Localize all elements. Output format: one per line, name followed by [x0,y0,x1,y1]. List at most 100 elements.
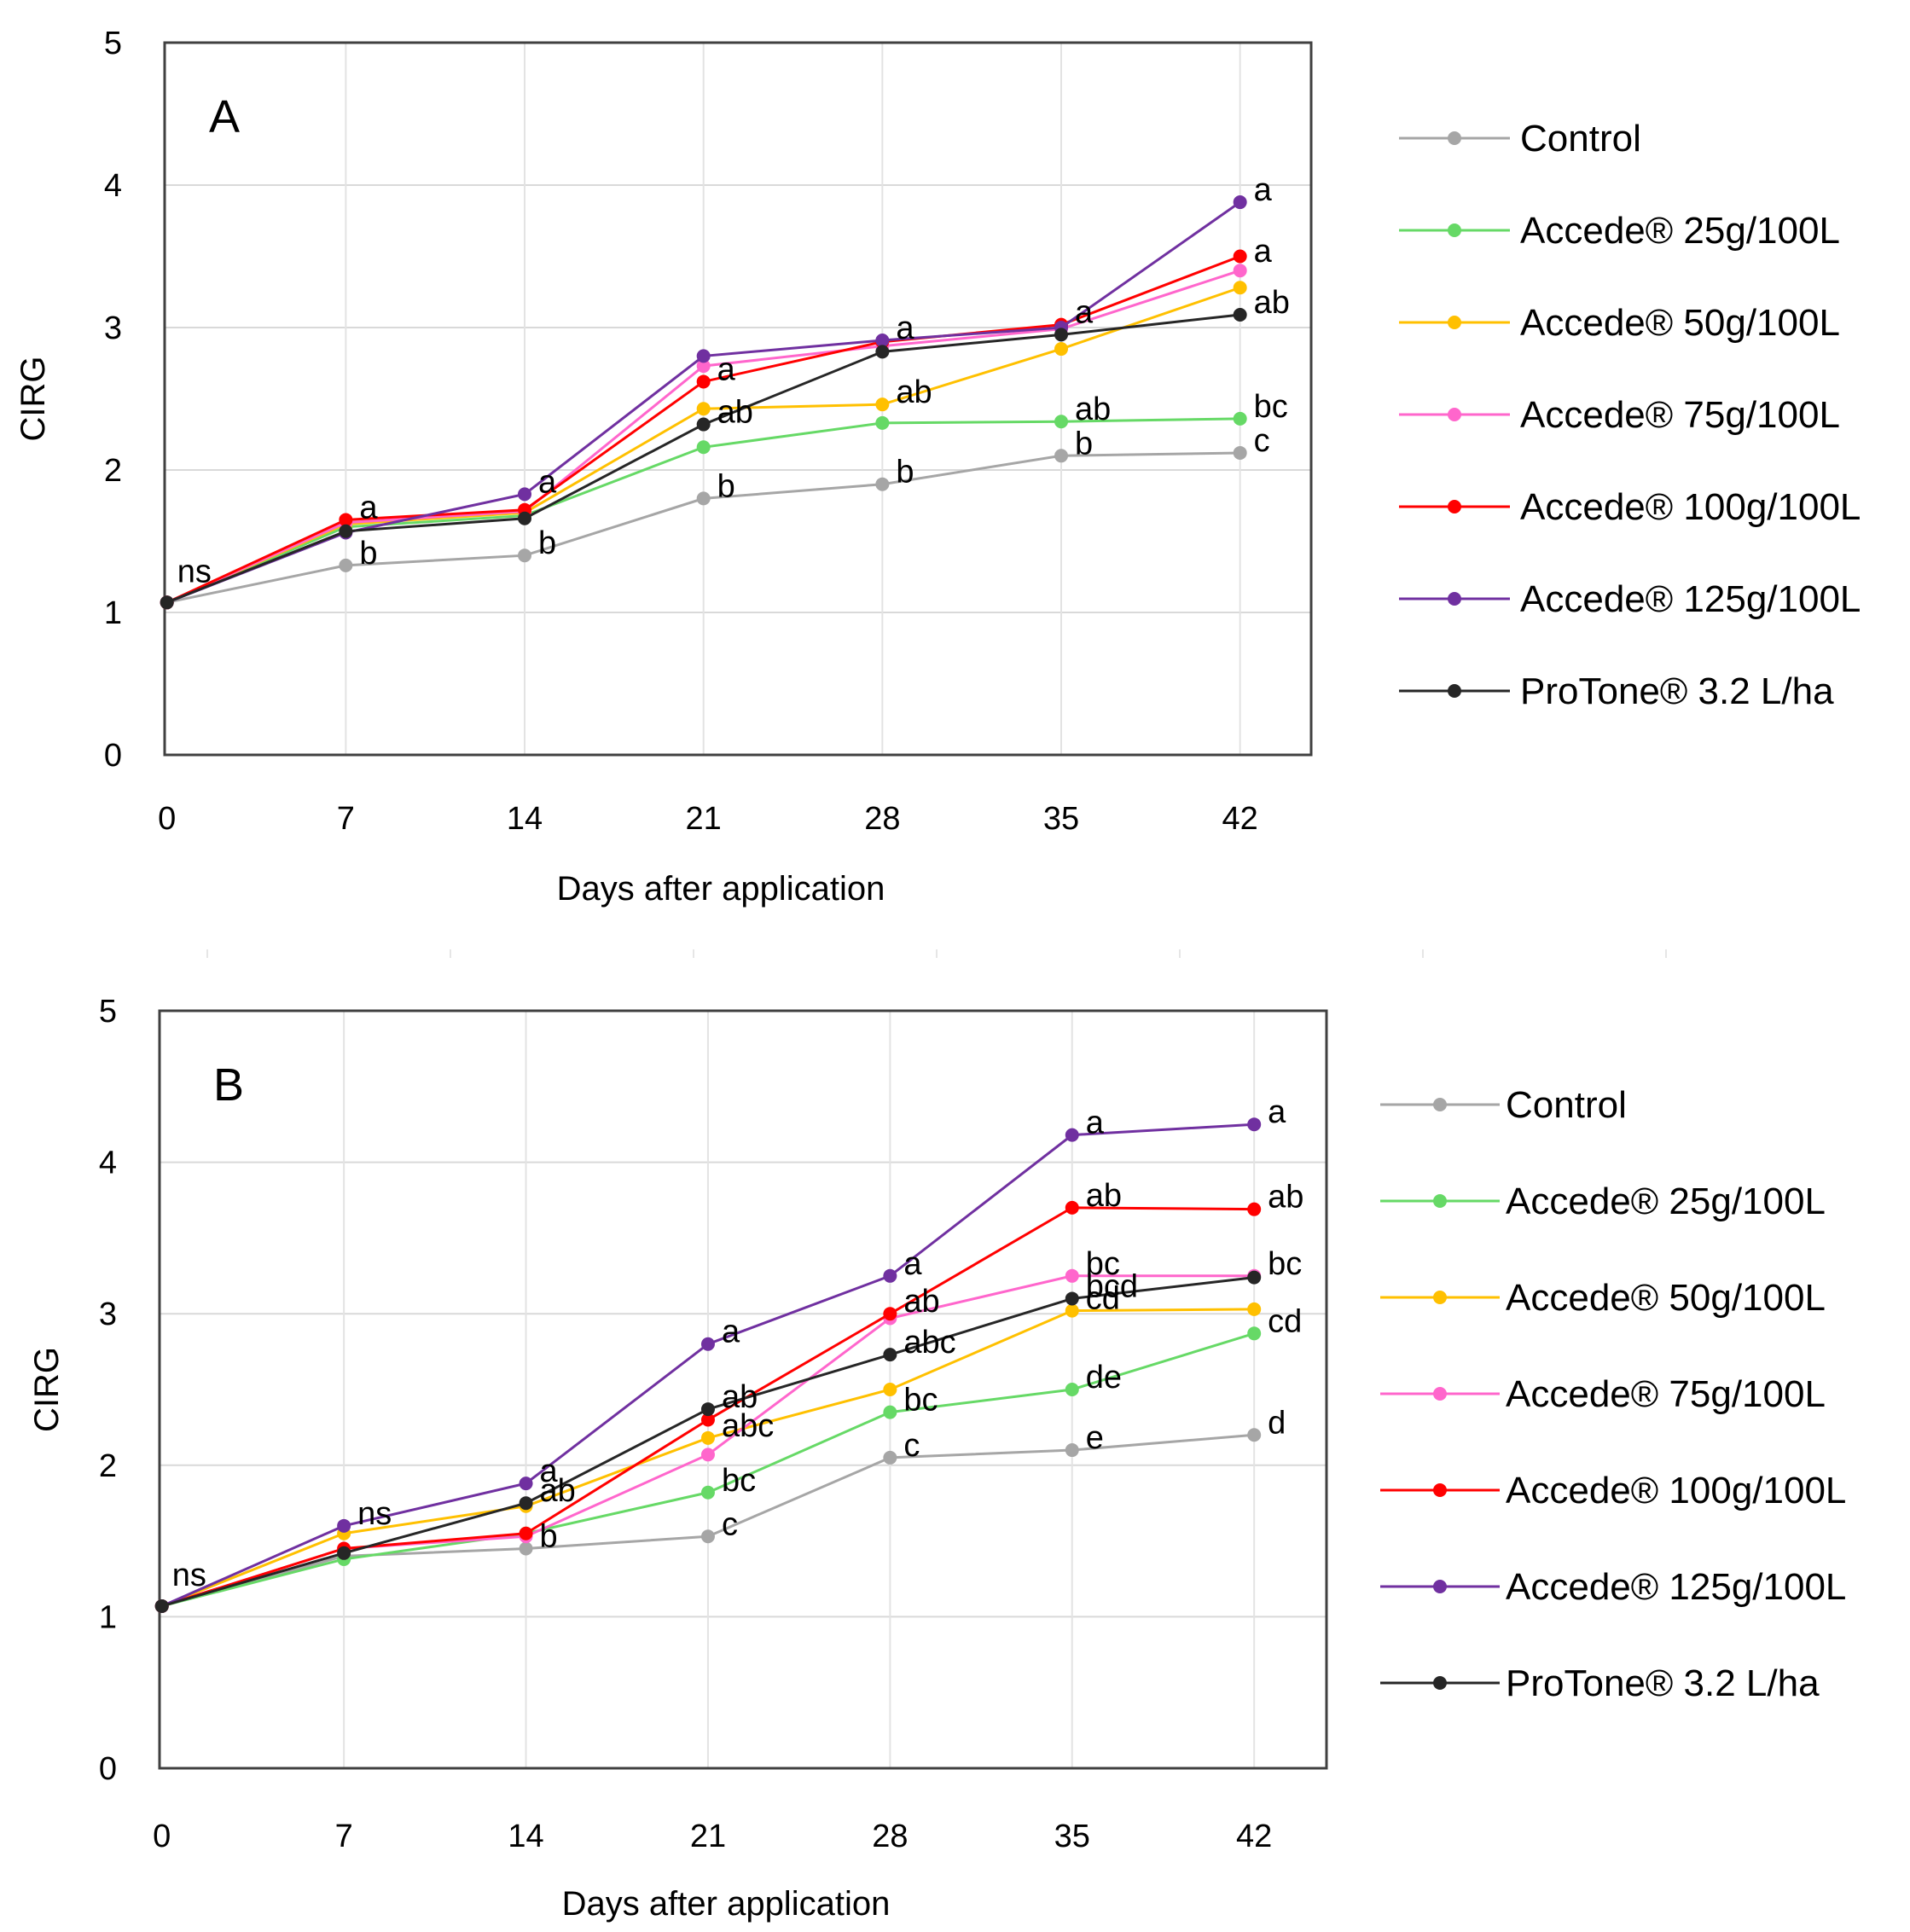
data-point [1233,411,1247,426]
significance-label: a [540,1453,559,1489]
legend-label: Accede® 50g/100L [1506,1277,1826,1319]
significance-label: bc [1086,1246,1120,1282]
plot-area-frame [163,41,1313,757]
data-point [1233,307,1247,322]
significance-label: ab [1075,392,1111,427]
data-point [1233,195,1247,210]
significance-label: abc [722,1408,774,1444]
legend-item-accede-75g-100l: Accede® 75g/100L [1399,394,1840,436]
x-tick-label: 21 [686,801,722,837]
data-point [883,1383,897,1396]
plot-area-frame [158,1009,1328,1770]
x-tick-label: 14 [508,1819,543,1854]
legend-label: Accede® 25g/100L [1506,1181,1826,1222]
significance-label: bc [722,1463,756,1499]
data-point [700,1485,715,1500]
data-point [883,1348,897,1362]
legend-label: Accede® 25g/100L [1520,210,1840,252]
significance-label: b [717,468,735,504]
significance-label: a [1075,295,1094,331]
data-point [883,1450,897,1465]
data-point [1054,449,1069,463]
legend: Control Accede® 25g/100L Accede® 50g/100L A… [1399,118,1861,712]
data-point [518,511,532,525]
data-point [160,595,174,610]
y-axis-title: CIRG [28,1347,66,1432]
legend-item-accede-100g-100l: Accede® 100g/100L [1399,486,1861,528]
x-tick-label: 42 [1236,1819,1272,1854]
legend-marker [1433,1291,1447,1304]
y-tick-label: 1 [99,1599,117,1635]
legend-item-accede-25g-100l: Accede® 25g/100L [1380,1181,1826,1222]
data-point [1247,1326,1262,1341]
significance-label: ns [172,1558,206,1593]
significance-label: cd [1268,1303,1302,1339]
data-point [1065,1128,1079,1142]
y-tick-label: 4 [99,1146,117,1181]
legend-marker [1448,131,1461,145]
data-point [337,1518,351,1533]
significance-label: b [359,536,377,571]
legend-marker [1448,223,1461,237]
data-point [1065,1291,1079,1306]
data-point [696,359,711,374]
data-point [519,1526,533,1540]
data-point [1233,281,1247,295]
legend-label: ProTone® 3.2 L/ha [1506,1662,1820,1704]
legend-label: Control [1506,1084,1627,1126]
significance-label: b [538,525,556,561]
x-tick-label: 0 [153,1819,171,1854]
legend-label: Control [1520,118,1641,160]
data-point [519,1477,533,1491]
legend-item-accede-125g-100l: Accede® 125g/100L [1380,1566,1846,1608]
significance-label: ab [1086,1178,1122,1214]
data-point [875,345,890,359]
data-point [519,1496,533,1511]
legend-marker [1433,1580,1447,1593]
data-point [875,415,890,430]
data-point [883,1307,897,1321]
data-point [339,513,353,527]
significance-label: a [896,310,914,346]
significance-label: a [717,351,736,387]
data-point [1247,1428,1262,1442]
data-point [518,548,532,563]
panel-separator [206,949,1667,958]
data-point [1065,1200,1079,1215]
x-tick-label: 14 [507,801,543,837]
data-point [696,374,711,389]
legend-marker [1448,316,1461,329]
chart-panel-b: 0 1 2 3 4 5 0 7 14 21 28 35 42 Days after application… [28,994,1846,1923]
significance-label: ns [357,1496,392,1532]
legend-item-accede-25g-100l: Accede® 25g/100L [1399,210,1840,252]
legend: Control Accede® 25g/100L Accede® 50g/100L A… [1380,1084,1846,1704]
legend-item-protone-3-2-l-ha: ProTone® 3.2 L/ha [1399,670,1834,712]
data-point [883,1405,897,1419]
significance-label: a [722,1314,740,1350]
data-point [883,1268,897,1283]
legend-item-accede-100g-100l: Accede® 100g/100L [1380,1470,1846,1511]
x-tick-label: 28 [864,801,900,837]
data-point [1054,342,1069,357]
significance-label: b [540,1518,558,1554]
legend-item-accede-50g-100l: Accede® 50g/100L [1399,302,1840,344]
x-tick-label: 0 [158,801,176,837]
significance-label: ab [540,1473,576,1509]
y-axis-title: CIRG [15,357,52,442]
data-point [1065,1268,1079,1283]
data-point [700,1529,715,1544]
significance-label: ab [1268,1180,1303,1215]
significance-label: a [903,1246,922,1282]
y-tick-label: 5 [104,26,122,61]
data-point [700,1402,715,1417]
significance-label: a [1086,1105,1105,1141]
data-point [696,417,711,432]
legend-label: Accede® 75g/100L [1506,1373,1826,1415]
significance-label: a [359,490,378,525]
legend-label: Accede® 100g/100L [1506,1470,1846,1511]
significance-label: a [538,464,557,500]
series-protone-3-2-l-ha [160,307,1247,610]
x-axis-title: Days after application [557,870,885,908]
significance-label: ab [722,1379,758,1415]
